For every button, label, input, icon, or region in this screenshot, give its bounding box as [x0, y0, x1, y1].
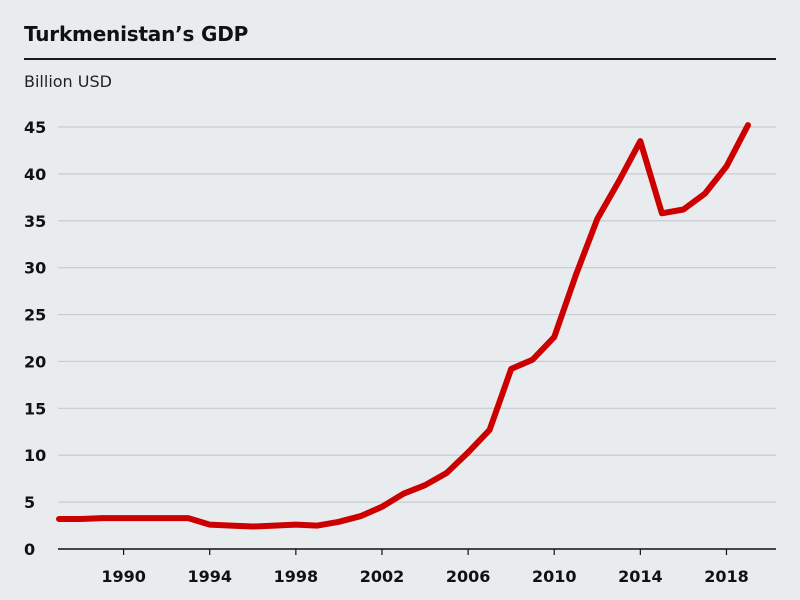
y-tick-label: 40: [24, 165, 46, 184]
x-tick-label: 2018: [704, 567, 749, 586]
x-tick-label: 2002: [360, 567, 405, 586]
x-tick-label: 1998: [274, 567, 319, 586]
y-tick-label: 10: [24, 446, 46, 465]
x-tick-label: 2010: [532, 567, 577, 586]
y-tick-label: 25: [24, 306, 46, 325]
y-tick-label: 45: [24, 118, 46, 137]
x-tick-label: 2014: [618, 567, 663, 586]
y-tick-label: 15: [24, 399, 46, 418]
x-tick-label: 2006: [446, 567, 491, 586]
x-tick-label: 1994: [187, 567, 232, 586]
y-tick-label: 0: [24, 540, 35, 559]
y-tick-label: 20: [24, 352, 46, 371]
gdp-series-line: [56, 122, 751, 530]
y-tick-label: 35: [24, 212, 46, 231]
x-tick-label: 1990: [101, 567, 146, 586]
y-tick-label: 5: [24, 493, 35, 512]
y-axis-label: Billion USD: [24, 72, 112, 91]
y-tick-label: 30: [24, 259, 46, 278]
chart-title: Turkmenistan’s GDP: [24, 22, 249, 46]
title-divider: [24, 58, 776, 60]
